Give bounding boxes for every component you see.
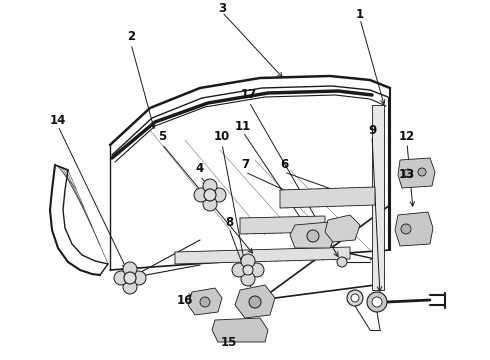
Circle shape [337,257,347,267]
Text: 10: 10 [214,130,230,143]
Circle shape [212,188,226,202]
Text: 15: 15 [221,336,237,348]
Circle shape [241,254,255,268]
Circle shape [124,272,136,284]
Circle shape [203,197,217,211]
Circle shape [123,262,137,276]
Circle shape [347,290,363,306]
Circle shape [401,224,411,234]
Text: 7: 7 [241,158,249,171]
Circle shape [250,263,264,277]
Circle shape [372,297,382,307]
Circle shape [351,294,359,302]
Circle shape [249,296,261,308]
Text: 14: 14 [50,113,66,126]
Polygon shape [280,187,375,208]
Text: 13: 13 [399,167,415,180]
Text: 1: 1 [356,8,364,21]
Text: 5: 5 [158,130,166,143]
Circle shape [194,188,208,202]
Circle shape [418,168,426,176]
Polygon shape [325,215,360,242]
Text: 3: 3 [218,1,226,14]
Text: 11: 11 [235,120,251,132]
Polygon shape [372,105,384,290]
Circle shape [200,297,210,307]
Polygon shape [235,285,275,318]
Polygon shape [188,288,222,315]
Circle shape [132,271,146,285]
Text: 2: 2 [127,30,135,42]
Circle shape [404,169,412,177]
Polygon shape [212,318,268,342]
Circle shape [307,230,319,242]
Text: 8: 8 [225,216,233,229]
Text: 16: 16 [177,293,193,306]
Polygon shape [240,216,325,234]
Text: 6: 6 [280,158,288,171]
Circle shape [243,265,253,275]
Polygon shape [398,158,435,188]
Polygon shape [175,247,350,264]
Polygon shape [395,212,433,246]
Text: 17: 17 [241,89,257,102]
Text: 12: 12 [399,130,415,143]
Circle shape [367,292,387,312]
Text: 9: 9 [368,123,376,136]
Circle shape [241,272,255,286]
Circle shape [232,263,246,277]
Circle shape [114,271,128,285]
Circle shape [123,280,137,294]
Circle shape [203,179,217,193]
Text: 4: 4 [196,162,204,175]
Polygon shape [290,222,335,248]
Circle shape [204,189,216,201]
